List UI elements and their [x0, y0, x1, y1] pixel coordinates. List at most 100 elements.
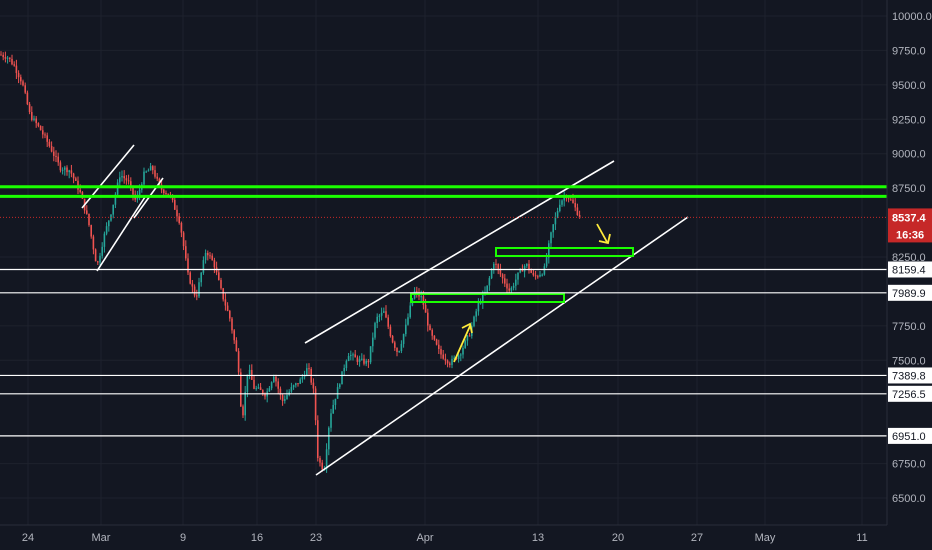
- candle-body: [125, 178, 128, 181]
- candle-body: [497, 264, 499, 269]
- candle-body: [167, 193, 169, 195]
- candle-body: [204, 252, 207, 261]
- candle-body: [61, 169, 64, 171]
- x-tick-label: Apr: [416, 532, 433, 544]
- candle-body: [440, 349, 442, 355]
- candle-body: [185, 246, 187, 259]
- candle-body: [578, 215, 581, 219]
- candle-body: [319, 457, 321, 463]
- candle-body: [460, 354, 462, 356]
- candle-body: [90, 225, 92, 237]
- candle-body: [343, 367, 345, 372]
- candle-body: [138, 189, 141, 196]
- candle-body: [132, 185, 134, 195]
- candle-body: [48, 141, 51, 147]
- candle-body: [0, 54, 2, 56]
- candle-body: [231, 318, 233, 331]
- trendline-channel-upper: [304, 160, 615, 344]
- candle-body: [182, 232, 185, 247]
- candle-body: [240, 372, 242, 407]
- candle-body: [127, 180, 130, 182]
- level-price-label: 7256.5: [892, 389, 926, 401]
- candle-body: [99, 255, 101, 263]
- candle-body: [358, 359, 361, 362]
- candle-body: [37, 123, 40, 126]
- candle-body: [363, 358, 365, 364]
- candle-body: [369, 346, 372, 363]
- candle-body: [255, 388, 257, 390]
- candle-body: [548, 243, 550, 258]
- x-tick-label: Mar: [92, 532, 111, 544]
- candle-body: [405, 324, 407, 335]
- price-axis[interactable]: 10000.0 9750.0 9500.0 9250.0 9000.0 8750.0 825…: [886, 0, 932, 550]
- y-tick-label: 8250.0: [892, 252, 926, 264]
- candle-body: [376, 316, 378, 324]
- candle-body: [431, 330, 433, 336]
- candle-body: [559, 204, 561, 212]
- candle-body: [526, 263, 528, 266]
- candle-body: [334, 398, 337, 405]
- level-price-tag: [888, 385, 932, 402]
- trendline-channel-lower: [315, 216, 689, 476]
- candle-body: [521, 269, 524, 272]
- candle-body: [154, 170, 156, 177]
- candle-body: [444, 358, 447, 361]
- y-tick-label: 9000.0: [892, 149, 926, 161]
- candle-body: [429, 325, 431, 331]
- candle-body: [44, 134, 46, 136]
- candle-body: [387, 317, 389, 327]
- candle-body: [4, 57, 7, 59]
- candle-body: [72, 173, 75, 179]
- candle-body: [233, 330, 235, 341]
- y-tick-label: 6500.0: [892, 493, 926, 505]
- candle-body: [402, 334, 405, 344]
- candle-body: [196, 295, 198, 297]
- candle-body: [541, 274, 543, 276]
- level-price-tag: [888, 427, 932, 444]
- candle-body: [495, 263, 497, 265]
- candle-body: [226, 305, 229, 311]
- candle-body: [248, 369, 251, 375]
- candle-body: [374, 323, 376, 338]
- candle-body: [372, 337, 374, 347]
- y-tick-label: 9250.0: [892, 114, 926, 126]
- candle-body: [499, 268, 502, 275]
- candle-body: [416, 291, 418, 293]
- candle-body: [13, 64, 15, 66]
- candle-body: [193, 286, 196, 296]
- candle-body: [28, 104, 31, 112]
- candle-body: [275, 376, 277, 382]
- candle-body: [477, 303, 480, 312]
- candle-body: [9, 57, 11, 59]
- candle-body: [119, 177, 121, 183]
- candle-body: [407, 317, 409, 325]
- candle-body: [515, 279, 517, 286]
- candle-body: [427, 312, 429, 326]
- x-tick-label: 11: [856, 532, 867, 544]
- candle-body: [123, 176, 125, 179]
- candle-body: [574, 203, 576, 208]
- candle-body: [42, 130, 44, 135]
- candle-body: [92, 236, 95, 250]
- candle-body: [517, 272, 519, 280]
- candle-body: [561, 200, 563, 205]
- candle-body: [277, 381, 279, 389]
- candle-body: [475, 311, 477, 317]
- candle-body: [270, 382, 273, 389]
- y-tick-label: 7750.0: [892, 321, 926, 333]
- candle-body: [259, 387, 262, 390]
- candle-body: [112, 204, 114, 215]
- level-price-label: 8159.4: [892, 264, 926, 276]
- candle-body: [508, 288, 510, 291]
- candle-body: [303, 375, 306, 377]
- candle-body: [528, 263, 530, 271]
- candle-body: [449, 363, 451, 365]
- candle-body: [286, 394, 288, 400]
- time-axis[interactable]: 24 Mar 9 16 23 Apr 13 20 27 May 11: [0, 524, 887, 544]
- candle-body: [257, 387, 260, 389]
- candle-body: [198, 282, 200, 297]
- candle-body: [22, 81, 24, 86]
- candle-body: [268, 388, 271, 392]
- level-price-tag: [888, 367, 932, 384]
